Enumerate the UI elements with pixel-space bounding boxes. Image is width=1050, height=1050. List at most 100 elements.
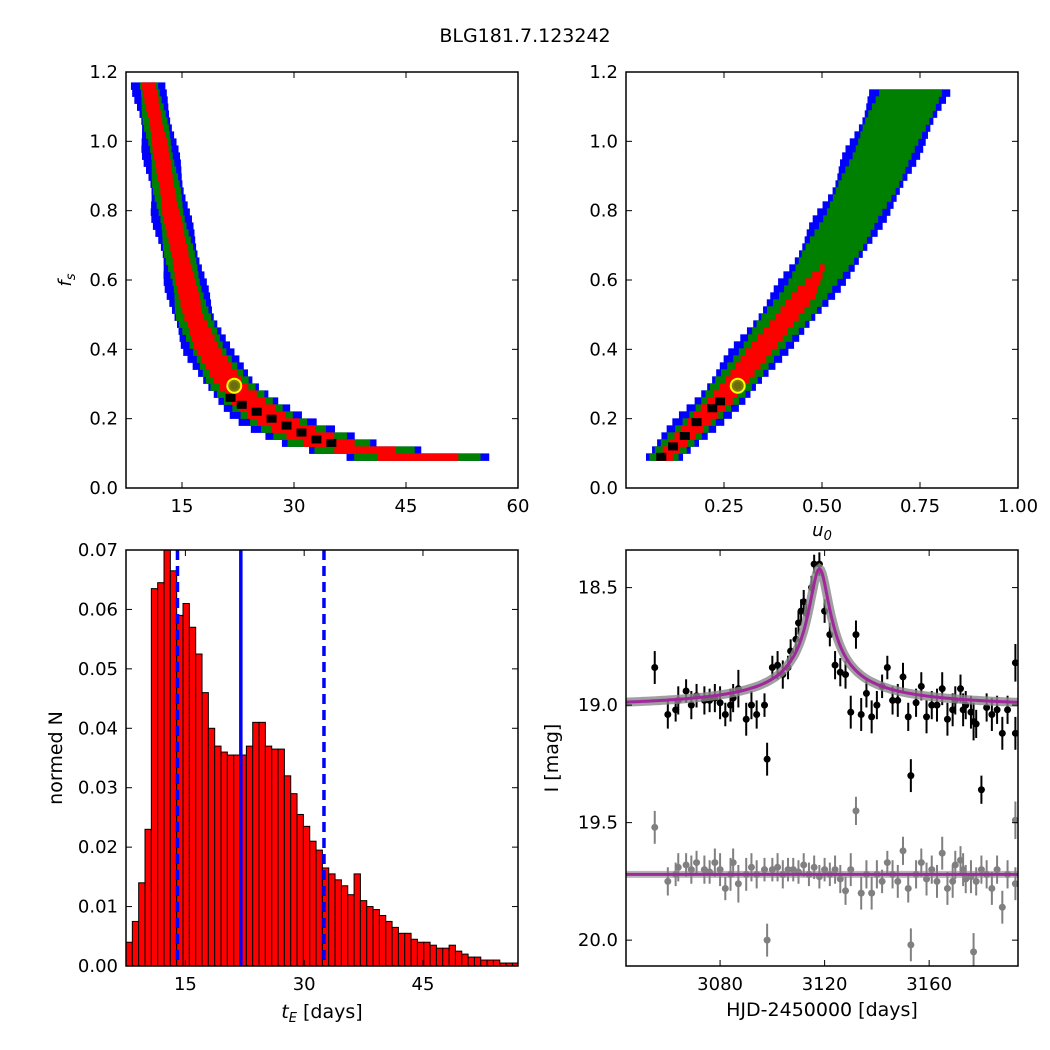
panel0-xtick-label: 60	[507, 496, 530, 517]
panel2-ytick-label: 0.06	[78, 599, 118, 620]
histogram-bar	[397, 932, 406, 967]
panel1-ytick-label: 1.2	[589, 62, 618, 83]
sigma1-cell	[170, 243, 187, 251]
sigma2-cell	[841, 173, 903, 181]
sigma1-cell	[159, 180, 174, 188]
sigma1-cell	[193, 341, 219, 349]
best-fit-marker-core	[733, 381, 742, 390]
data-point	[842, 671, 850, 679]
sigma1-cell	[156, 166, 172, 174]
panel3-xtick-label: 3120	[802, 974, 848, 995]
histogram-bar	[163, 549, 171, 967]
sigma1-cell	[257, 418, 300, 426]
panel2-ylabel: normed N	[45, 711, 67, 805]
data-point	[907, 941, 915, 949]
data-point	[862, 689, 870, 697]
sigma1-cell	[785, 299, 811, 307]
histogram-bar	[454, 950, 463, 967]
panel2-ytick-label: 0.04	[78, 718, 118, 739]
data-point	[873, 701, 881, 709]
data-point	[904, 884, 912, 892]
data-point	[852, 631, 860, 639]
data-point	[943, 715, 951, 723]
sigma1-cell	[213, 376, 242, 384]
histogram-bar	[423, 941, 431, 967]
sigma1-cell	[812, 271, 823, 279]
panel2-xlabel: tE [days]	[281, 1001, 362, 1026]
data-point	[907, 772, 915, 780]
histogram-bar	[480, 959, 488, 967]
sigma1-cell	[142, 89, 158, 97]
sigma2-cell	[823, 215, 879, 223]
sigma2-cell	[849, 159, 909, 167]
sigma2-cell	[862, 124, 926, 132]
model-curve	[626, 566, 1018, 704]
data-point	[852, 807, 860, 815]
sigma1-cell	[769, 320, 794, 328]
sigma1-cell	[161, 201, 178, 209]
data-point	[842, 887, 850, 895]
sigma2-cell	[852, 152, 912, 160]
best-fit-cell	[266, 414, 277, 423]
data-point	[998, 903, 1006, 911]
sigma2-cell	[855, 145, 915, 153]
panel2-ytick-label: 0.05	[78, 659, 118, 680]
histogram-bar	[201, 692, 209, 967]
sigma2-cell	[805, 243, 864, 251]
data-point	[664, 711, 672, 719]
data-point	[847, 708, 855, 716]
best-fit-cell	[326, 438, 337, 447]
histogram-bar	[226, 754, 235, 967]
data-point	[949, 877, 957, 885]
sigma1-cell	[173, 264, 193, 272]
panel2-ytick-label: 0.02	[78, 837, 118, 858]
sigma1-cell	[171, 250, 189, 258]
sigma1-cell	[151, 131, 166, 139]
histogram-bar	[252, 721, 260, 967]
data-point	[831, 661, 839, 669]
data-point	[933, 701, 941, 709]
data-point	[993, 706, 1001, 714]
sigma1-cell	[141, 82, 157, 90]
histogram-bar	[283, 775, 292, 967]
histogram-bar	[271, 748, 279, 967]
histogram-bar	[429, 944, 437, 967]
sigma1-cell	[200, 355, 228, 363]
best-fit-cell	[656, 452, 667, 461]
data-point	[951, 861, 959, 869]
data-point	[983, 703, 991, 711]
data-point	[883, 859, 891, 867]
data-point	[1011, 659, 1018, 667]
panel2-xtick-label: 45	[412, 974, 435, 995]
sigma2-cell	[809, 236, 867, 244]
panel-tE-histogram: 15 30 45 0.00 0.01 0.02 0.03 0.04 0.05 0.06 0.07	[78, 540, 519, 995]
sigma1-cell	[680, 425, 703, 433]
sigma1-cell	[189, 327, 211, 335]
sigma1-cell	[186, 320, 208, 328]
sigma1-cell	[740, 355, 767, 363]
data-point	[836, 668, 844, 676]
data-point	[899, 673, 907, 681]
panel1-xtick-label: 1.00	[998, 496, 1038, 517]
data-point	[651, 664, 659, 672]
panel3-ytick-label: 20.0	[578, 930, 618, 951]
sigma1-cell	[172, 257, 191, 265]
data-point	[957, 685, 965, 693]
sigma1-cell	[161, 194, 177, 202]
histogram-bar	[150, 588, 159, 967]
panel0-ytick-label: 1.2	[89, 62, 118, 83]
sigma1-cell	[153, 152, 170, 160]
sigma1-cell	[146, 103, 160, 111]
histogram-bar	[385, 920, 393, 967]
data-point	[687, 701, 695, 709]
best-fit-cell	[311, 435, 322, 444]
data-point	[889, 696, 897, 704]
sigma1-cell	[164, 222, 183, 230]
data-point	[768, 664, 776, 672]
panel1-xtick-label: 0.75	[900, 496, 940, 517]
best-fit-cell	[691, 418, 702, 427]
histogram-bar	[353, 873, 361, 967]
sigma1-cell	[174, 271, 195, 279]
sigma1-cell	[154, 159, 171, 167]
data-point	[753, 711, 761, 719]
